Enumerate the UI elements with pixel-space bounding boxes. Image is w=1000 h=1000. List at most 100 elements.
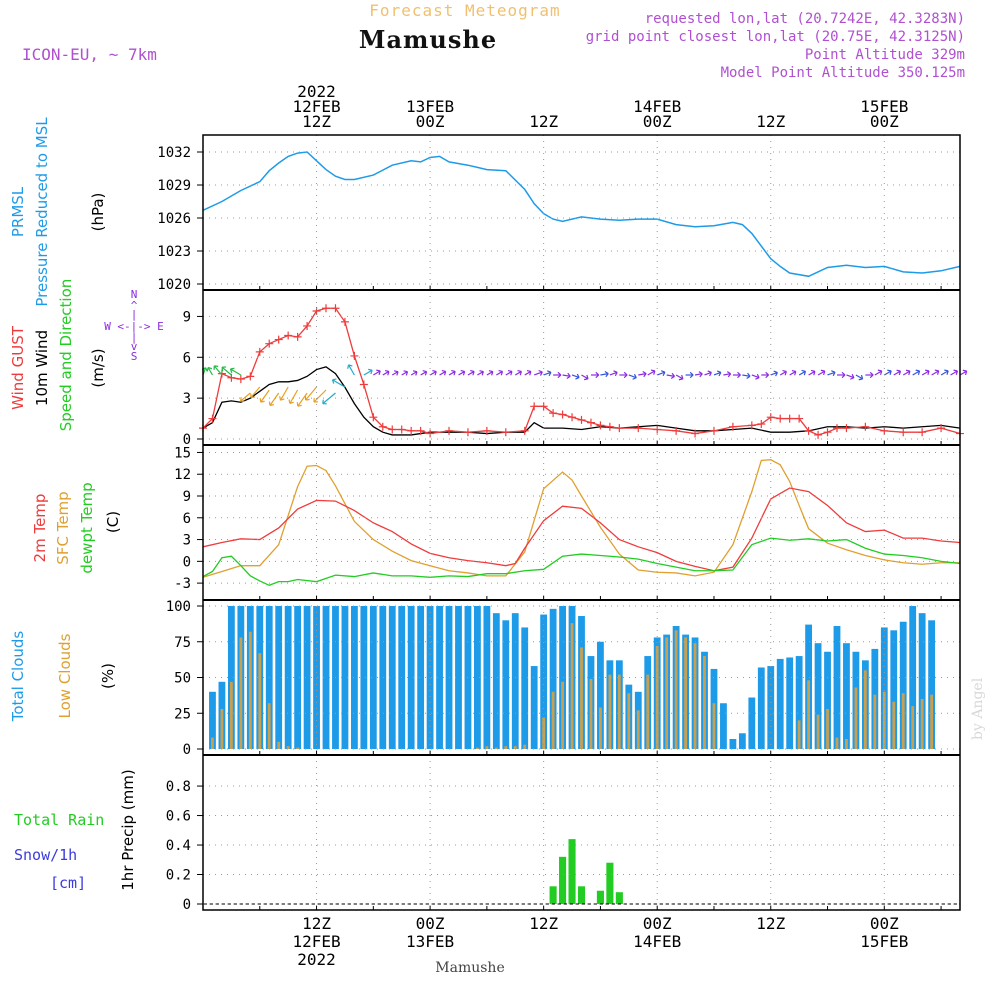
gust-marker — [804, 426, 813, 435]
gust-marker — [814, 430, 823, 439]
bottom-time-label: 15FEB — [860, 932, 908, 951]
low-cloud-bar — [684, 637, 687, 749]
low-cloud-bar — [627, 693, 631, 749]
gust-marker — [918, 428, 927, 437]
wind-barb — [207, 367, 213, 376]
pressure-label-2: Pressure Reduced to MSL — [33, 117, 51, 307]
low-cloud-bar — [835, 737, 839, 749]
wind-barb-head — [810, 369, 816, 376]
wind-barb — [675, 374, 684, 380]
compass-we: W <-|-> E — [104, 320, 164, 333]
low-cloud-bar — [901, 693, 905, 749]
wind-barb-head — [331, 378, 337, 384]
wind-barb-head — [858, 374, 864, 381]
gust-marker — [482, 426, 491, 435]
precip-bar — [596, 890, 604, 904]
low-cloud-bar — [220, 708, 224, 749]
y-tick-label: 6 — [183, 350, 191, 366]
wind-barb-head — [746, 372, 751, 379]
total-cloud-bar — [379, 606, 387, 749]
low-cloud-bar — [712, 703, 716, 749]
gust-marker — [246, 372, 255, 381]
wind-barb-head — [526, 369, 532, 376]
total-cloud-bar — [294, 606, 302, 749]
precip-bar — [615, 892, 623, 904]
wind-barb — [609, 371, 618, 376]
compass-bar: | — [131, 308, 138, 321]
credit-watermark: by Angel — [970, 677, 986, 740]
total-cloud-bar — [492, 613, 500, 749]
total-cloud-bar — [899, 621, 907, 749]
gust-marker — [596, 421, 605, 430]
total-cloud-bar — [303, 606, 311, 749]
y-tick-label: 1020 — [157, 277, 191, 293]
wind-barb-head — [782, 369, 787, 376]
bottom-time-label: 2022 — [297, 950, 336, 969]
y-tick-label: 0.8 — [166, 779, 191, 795]
gust-marker — [397, 425, 406, 434]
model-label: ICON-EU, ~ 7km — [22, 45, 157, 64]
top-time-label: 12FEB — [292, 97, 340, 116]
low-cloud-bar — [513, 746, 517, 749]
wind-barb-head — [296, 402, 302, 407]
wind-dir-label: Speed and Direction — [57, 279, 75, 432]
low-cloud-bar — [267, 703, 271, 749]
wind-barb — [742, 374, 751, 377]
y-tick-label: 1023 — [157, 244, 191, 260]
wind-barb — [332, 379, 346, 388]
bottom-time-label: 00Z — [643, 914, 672, 933]
total-cloud-bar — [909, 606, 917, 749]
wind-barb-head — [689, 371, 694, 379]
wind-barb — [600, 373, 609, 376]
y-tick-label: 9 — [183, 309, 191, 325]
gust-marker — [672, 426, 681, 435]
total-cloud-bar — [388, 606, 396, 749]
gust-marker — [445, 426, 454, 435]
wind-barb-head — [566, 372, 571, 379]
wind-barb-head — [384, 369, 390, 376]
bottom-time-label: 13FEB — [406, 932, 454, 951]
wind-barb — [260, 389, 270, 403]
wind-barb-head — [441, 369, 447, 376]
top-time-label: 12Z — [529, 112, 558, 131]
wind-barb — [230, 368, 242, 376]
low-cloud-bar — [816, 714, 820, 749]
wind-barb-head — [288, 399, 294, 404]
wind-barb-head — [944, 369, 949, 375]
gust-marker — [795, 414, 804, 423]
low-cloud-bar — [296, 747, 300, 749]
wind-barb — [467, 370, 475, 376]
wind-barb-head — [698, 371, 703, 378]
gust-marker — [340, 317, 349, 326]
wind-barb-head — [583, 374, 589, 381]
wind-unit: (m/s) — [89, 348, 107, 387]
gust-marker — [823, 428, 832, 437]
wind-gust-line — [202, 307, 961, 436]
total-cloud-bar — [483, 606, 491, 749]
wind-barb — [694, 373, 703, 376]
gust-marker — [539, 402, 548, 411]
gust-marker — [530, 402, 539, 411]
wind-barb — [874, 370, 883, 376]
total-cloud-bar — [786, 657, 794, 749]
wind-barb — [883, 370, 892, 376]
wind-barb-head — [259, 398, 265, 403]
wind-barb — [855, 374, 863, 380]
total-clouds-label: Total Clouds — [9, 631, 27, 723]
wind-barb — [571, 374, 580, 379]
gust-marker — [359, 380, 368, 389]
total-rain-label: Total Rain — [14, 811, 104, 829]
wind-barb-head — [376, 369, 381, 375]
compass-down: v — [131, 340, 138, 353]
low-cloud-bar — [258, 653, 262, 749]
low-cloud-bar — [693, 643, 697, 749]
wind-barb-head — [470, 369, 475, 376]
wind-barb — [912, 370, 920, 376]
total-cloud-bar — [814, 643, 822, 749]
low-cloud-bar — [589, 678, 593, 749]
bottom-time-label: 12FEB — [292, 932, 340, 951]
wind-barb — [770, 371, 778, 376]
wind-barb — [713, 371, 722, 376]
wind-barb-head — [432, 369, 437, 376]
total-cloud-bar — [738, 733, 746, 749]
